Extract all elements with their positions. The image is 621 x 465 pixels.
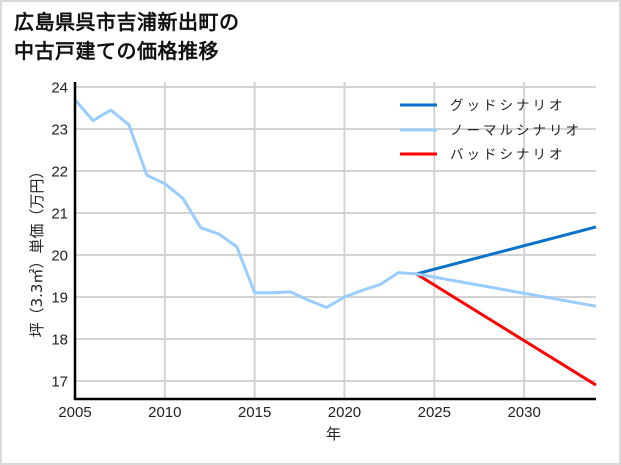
y-tick-label: 23 [51,122,68,139]
y-tick-label: 18 [51,331,68,348]
tick-labels: 2005 2010 2015 2020 2025 2030 17 18 19 20 21 22 23 24 [51,80,541,421]
x-tick-label: 2010 [148,404,181,421]
x-tick-label: 2025 [418,404,451,421]
y-axis-label: 坪（3.3㎡）単価（万円） [28,164,46,338]
x-tick-label: 2005 [58,404,91,421]
chart-title-line-2: 中古戸建ての価格推移 [14,39,219,63]
x-tick-label: 2020 [328,404,361,421]
series-line-2 [415,272,597,387]
data-series [73,98,597,387]
legend-label-0: グッドシナリオ [450,98,566,114]
series-line-0 [415,225,597,276]
chart-title: 広島県呉市吉浦新出町の 中古戸建ての価格推移 [14,8,240,66]
legend-label-2: バッドシナリオ [450,147,566,163]
x-tick-label: 2015 [238,404,271,421]
series-line-1 [73,98,597,310]
y-tick-label: 24 [51,80,68,97]
chart-title-line-1: 広島県呉市吉浦新出町の [14,10,240,34]
x-axis-label: 年 [326,425,341,443]
y-tick-label: 21 [51,205,68,222]
legend-label-1: ノーマルシナリオ [450,123,582,139]
x-tick-label: 2030 [507,404,540,421]
y-tick-label: 20 [51,247,68,264]
y-tick-label: 22 [51,164,68,181]
y-tick-label: 17 [51,373,68,390]
axes [73,82,596,401]
y-tick-label: 19 [51,289,68,306]
